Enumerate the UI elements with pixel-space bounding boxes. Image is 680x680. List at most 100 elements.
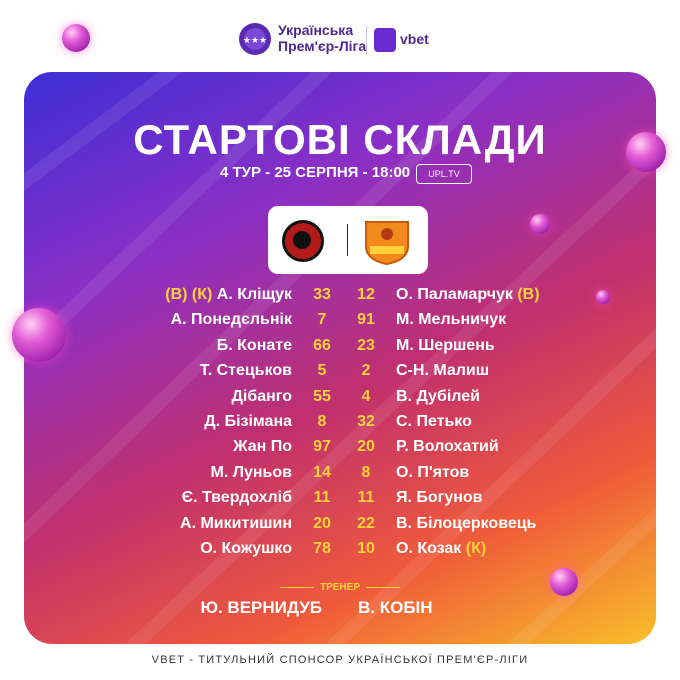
home-player: Т. Стецьков	[200, 362, 292, 380]
away-player-name: О. Козак	[396, 540, 462, 557]
away-player-number: 2	[361, 362, 371, 380]
away-player-name: М. Шершень	[396, 336, 495, 354]
ball-decoration	[12, 308, 66, 362]
home-player-name: Д. Бізімана	[204, 413, 292, 430]
match-info: 4 ТУР - 25 СЕРПНЯ - 18:00	[220, 164, 411, 181]
away-player: М. Мельничук	[396, 311, 506, 329]
home-coach: Ю. ВЕРНИДУБ	[200, 598, 322, 617]
ball-decoration	[62, 24, 90, 52]
home-player-number: 8	[317, 413, 327, 430]
lineup-row: О. Кожушко 78 10 О. Козак (К)	[24, 540, 656, 565]
away-player-name: В. Дубілей	[396, 387, 480, 405]
lineup-row: Б. Конате 66 23 М. Шершень	[24, 337, 656, 362]
home-player: Дібанго	[231, 388, 292, 406]
home-player-name: А. Кліщук	[216, 286, 292, 303]
broadcaster-badge: UPL.TV	[416, 164, 472, 184]
away-player: О. Паламарчук (В)	[396, 286, 540, 304]
home-player: Д. Бізімана	[204, 413, 292, 431]
ball-decoration	[626, 132, 666, 172]
sponsor-name: vbet	[400, 31, 429, 47]
home-player: (В) (К) А. Кліщук	[165, 286, 292, 304]
ball-decoration	[550, 568, 578, 596]
vbet-logo-icon	[374, 28, 396, 52]
teams-panel	[268, 206, 428, 274]
home-player: А. Понедєльнік	[171, 311, 292, 329]
away-player-number: 22	[357, 514, 375, 532]
away-player: В. Дубілей	[396, 388, 480, 406]
home-player-number: 55	[313, 387, 331, 405]
home-player-number: 66	[313, 336, 331, 354]
lineup-row: А. Понедєльнік 7 91 М. Мельничук	[24, 311, 656, 336]
home-player-number: 14	[313, 463, 331, 481]
lineup-row: (В) (К) А. Кліщук 33 12 О. Паламарчук (В…	[24, 286, 656, 311]
kryvbas-crest-icon	[282, 220, 324, 262]
ball-decoration	[596, 290, 610, 304]
away-player-name: О. П'ятов	[396, 463, 470, 481]
away-player: О. П'ятов	[396, 464, 469, 482]
home-player-name: А. Микитишин	[180, 514, 292, 532]
away-player-name: С. Петько	[396, 413, 472, 430]
inhulets-crest-icon	[365, 221, 409, 266]
home-player-name: О. Кожушко	[200, 540, 292, 557]
teams-divider	[347, 224, 348, 256]
lineup-card: СТАРТОВІ СКЛАДИ 4 ТУР - 25 СЕРПНЯ - 18:0…	[24, 72, 656, 644]
header: ★★★ Українська Прем'єр-Ліга vbet	[0, 0, 680, 80]
home-player: О. Кожушко	[200, 540, 292, 558]
lineup-row: Жан По 97 20 Р. Волохатий	[24, 438, 656, 463]
home-player: М. Луньов	[211, 464, 292, 482]
home-player: Жан По	[233, 438, 292, 456]
home-player-number: 20	[313, 514, 331, 532]
home-player-name: М. Луньов	[210, 463, 292, 481]
ball-decoration	[530, 214, 550, 234]
away-player-number: 4	[361, 387, 371, 405]
away-player: С. Петько	[396, 413, 472, 431]
lineup-row: Д. Бізімана 8 32 С. Петько	[24, 413, 656, 438]
coach-divider-right	[366, 587, 400, 588]
away-player-number: 32	[357, 413, 375, 430]
home-player-name: Дібанго	[231, 387, 292, 405]
away-player-number: 23	[357, 336, 375, 354]
away-player-tag: (К)	[461, 540, 487, 557]
home-player-name: Жан По	[233, 438, 292, 456]
away-player-number: 10	[357, 540, 375, 557]
league-name-line1: Українська	[278, 22, 354, 38]
away-player: В. Білоцерковець	[396, 515, 536, 533]
away-player-name: Я. Богунов	[396, 489, 483, 507]
away-coach: В. КОБІН	[358, 598, 433, 617]
league-name-line2: Прем'єр-Ліга	[278, 38, 367, 54]
home-player-number: 78	[313, 540, 331, 557]
away-player-name: В. Білоцерковець	[396, 514, 537, 532]
home-player-tag: (В) (К)	[165, 286, 217, 303]
lineup-row: Дібанго 55 4 В. Дубілей	[24, 388, 656, 413]
home-player-number: 97	[313, 438, 331, 456]
page-title: СТАРТОВІ СКЛАДИ	[133, 116, 547, 163]
away-player: М. Шершень	[396, 337, 495, 355]
away-player-number: 20	[357, 438, 375, 456]
home-player-number: 5	[317, 362, 327, 380]
away-player: Р. Волохатий	[396, 438, 499, 456]
footer-sponsor-text: VBET - ТИТУЛЬНИЙ СПОНСОР УКРАЇНСЬКОЇ ПРЕ…	[151, 654, 529, 666]
home-player-number: 7	[317, 311, 327, 329]
league-name: Українська Прем'єр-Ліга	[278, 22, 366, 54]
away-player-number: 12	[357, 286, 375, 303]
upl-logo-icon: ★★★	[239, 23, 271, 55]
svg-text:★★★: ★★★	[243, 35, 267, 45]
away-player: Я. Богунов	[396, 489, 483, 507]
away-player-name: О. Паламарчук	[396, 286, 513, 303]
brand-divider	[366, 26, 367, 54]
lineup-row: Є. Твердохліб 11 11 Я. Богунов	[24, 489, 656, 514]
home-player: Б. Конате	[217, 337, 292, 355]
away-player: О. Козак (К)	[396, 540, 486, 558]
lineup-row: М. Луньов 14 8 О. П'ятов	[24, 464, 656, 489]
away-player-number: 91	[357, 311, 375, 329]
away-player: С-Н. Малиш	[396, 362, 489, 380]
home-player: Є. Твердохліб	[182, 489, 292, 507]
home-player-number: 33	[313, 286, 331, 303]
away-player-number: 8	[361, 463, 371, 481]
lineup-row: А. Микитишин 20 22 В. Білоцерковець	[24, 515, 656, 540]
coach-label: ТРЕНЕР	[319, 582, 360, 593]
home-player-number: 11	[313, 489, 331, 507]
away-player-tag: (В)	[512, 286, 540, 303]
lineup-row: Т. Стецьков 5 2 С-Н. Малиш	[24, 362, 656, 387]
home-player-name: Є. Твердохліб	[181, 489, 292, 507]
